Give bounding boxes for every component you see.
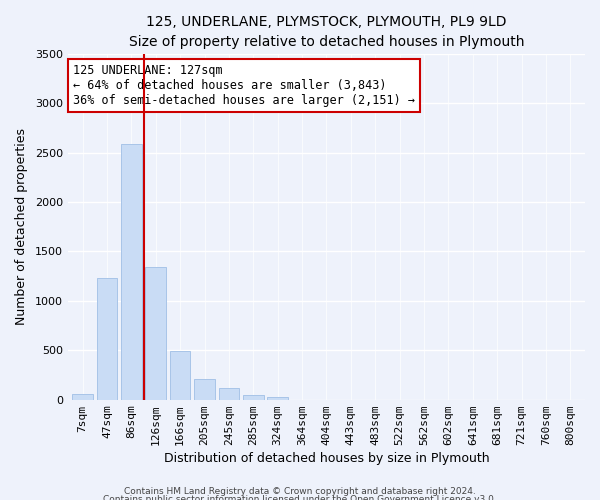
Bar <box>121 144 142 400</box>
Bar <box>268 396 288 400</box>
Bar <box>218 388 239 400</box>
X-axis label: Distribution of detached houses by size in Plymouth: Distribution of detached houses by size … <box>164 452 489 465</box>
Text: Contains public sector information licensed under the Open Government Licence v3: Contains public sector information licen… <box>103 496 497 500</box>
Y-axis label: Number of detached properties: Number of detached properties <box>15 128 28 326</box>
Bar <box>145 268 166 400</box>
Text: Contains HM Land Registry data © Crown copyright and database right 2024.: Contains HM Land Registry data © Crown c… <box>124 487 476 496</box>
Text: 125 UNDERLANE: 127sqm
← 64% of detached houses are smaller (3,843)
36% of semi-d: 125 UNDERLANE: 127sqm ← 64% of detached … <box>73 64 415 107</box>
Bar <box>72 394 93 400</box>
Bar <box>194 379 215 400</box>
Bar <box>170 352 190 400</box>
Title: 125, UNDERLANE, PLYMSTOCK, PLYMOUTH, PL9 9LD
Size of property relative to detach: 125, UNDERLANE, PLYMSTOCK, PLYMOUTH, PL9… <box>129 15 524 48</box>
Bar <box>97 278 118 400</box>
Bar <box>243 395 263 400</box>
